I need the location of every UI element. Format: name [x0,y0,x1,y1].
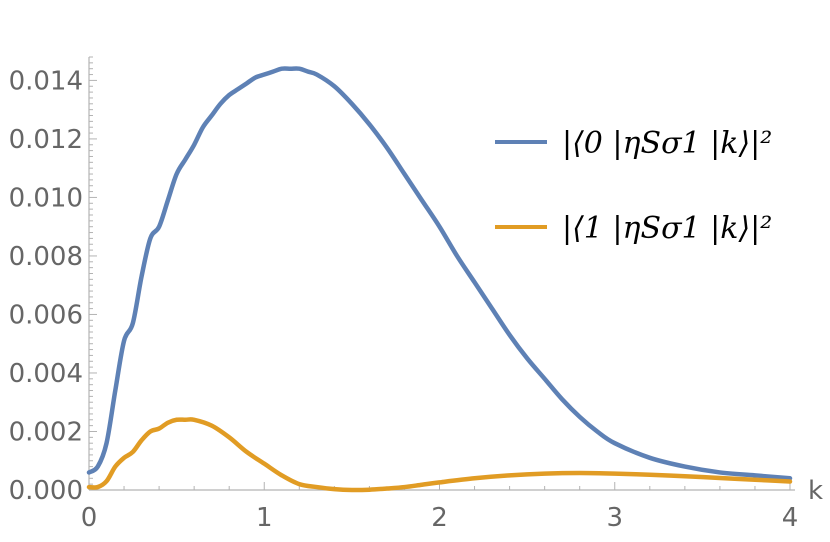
series-line-0 [86,66,793,481]
legend-label-1: |⟨1 |ηSσ1 |k⟩|² [562,211,772,246]
series-layer [86,66,793,493]
y-tick-label: 0.014 [9,66,83,96]
y-tick-label: 0.008 [9,242,83,272]
y-tick-label: 0.000 [9,476,83,506]
y-tick-label: 0.004 [9,359,83,389]
legend-entry-1: |⟨1 |ηSσ1 |k⟩|² [495,211,772,246]
legend-label-0: |⟨0 |ηSσ1 |k⟩|² [562,126,772,161]
x-tick-label: 4 [782,503,799,533]
y-tick-label: 0.012 [9,125,83,155]
x-tick-label: 2 [431,503,448,533]
y-tick-label: 0.006 [9,300,83,330]
y-tick-label: 0.010 [9,183,83,213]
x-tick-label: 1 [256,503,273,533]
legend-entry-0: |⟨0 |ηSσ1 |k⟩|² [495,126,772,161]
axes: 0 1 2 3 4 0.000 0.002 0.004 0.006 0.008 0.010 0.012… [9,56,823,533]
x-axis-label: k [808,476,823,506]
legend: |⟨0 |ηSσ1 |k⟩|² |⟨1 |ηSσ1 |k⟩|² [495,126,772,246]
x-tick-label: 3 [606,503,623,533]
series-line-1 [86,417,793,493]
y-tick-label: 0.002 [9,417,83,447]
x-tick-label: 0 [81,503,98,533]
